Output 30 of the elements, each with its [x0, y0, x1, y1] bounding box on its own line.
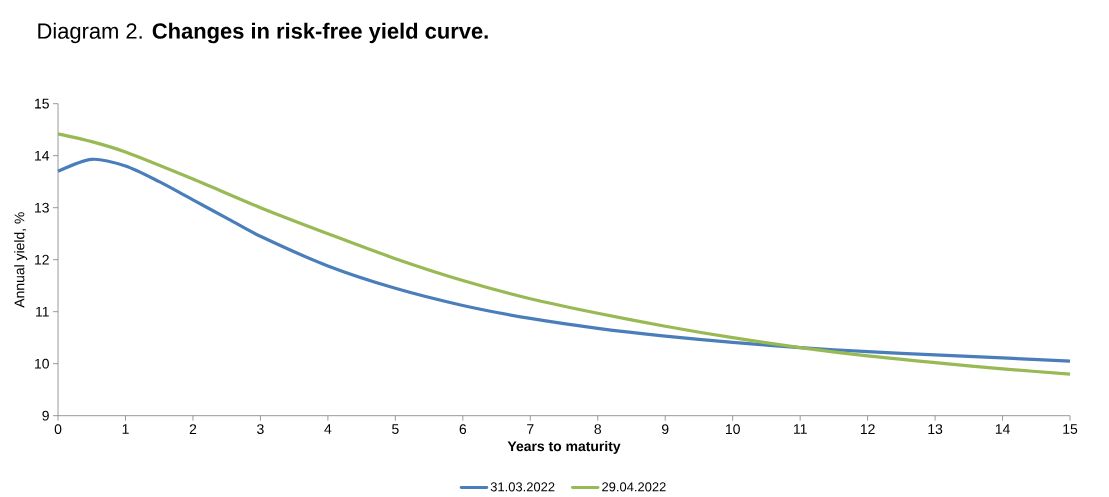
- chart-title: Diagram 2. Changes in risk-free yield curve.: [38, 22, 488, 44]
- x-tick-label: 14: [995, 424, 1010, 434]
- x-tick-label: 0: [54, 424, 62, 435]
- x-tick-label: 11: [793, 424, 807, 434]
- y-tick-label: 9: [42, 410, 49, 421]
- y-tick-label: 14: [35, 150, 50, 161]
- x-axis-title: Years to maturity: [507, 441, 621, 455]
- legend-label: 29.04.2022: [602, 482, 666, 492]
- x-tick-label: 8: [594, 424, 602, 435]
- x-tick-label: 10: [726, 424, 740, 435]
- y-tick-label: 12: [35, 254, 49, 265]
- x-tick-label: 4: [324, 424, 332, 434]
- x-tick-label: 7: [527, 424, 534, 434]
- y-tick-label: 11: [36, 306, 49, 317]
- legend-label: 31.03.2022: [490, 482, 555, 492]
- y-tick-label: 13: [35, 202, 49, 213]
- x-tick-label: 12: [860, 424, 875, 435]
- x-tick-label: 5: [392, 424, 399, 435]
- x-tick-label: 6: [459, 424, 467, 435]
- x-tick-label: 13: [928, 424, 943, 435]
- y-tick-label: 15: [35, 98, 49, 109]
- y-tick-label: 10: [35, 358, 49, 369]
- x-tick-label: 15: [1063, 424, 1078, 435]
- y-axis-title: Annual yield, %: [14, 212, 28, 308]
- x-tick-label: 1: [122, 424, 129, 434]
- x-tick-label: 2: [189, 424, 197, 435]
- x-tick-label: 3: [257, 424, 264, 435]
- line-series: [56, 132, 1072, 376]
- x-tick-label: 9: [662, 424, 669, 435]
- line-series: [56, 157, 1072, 363]
